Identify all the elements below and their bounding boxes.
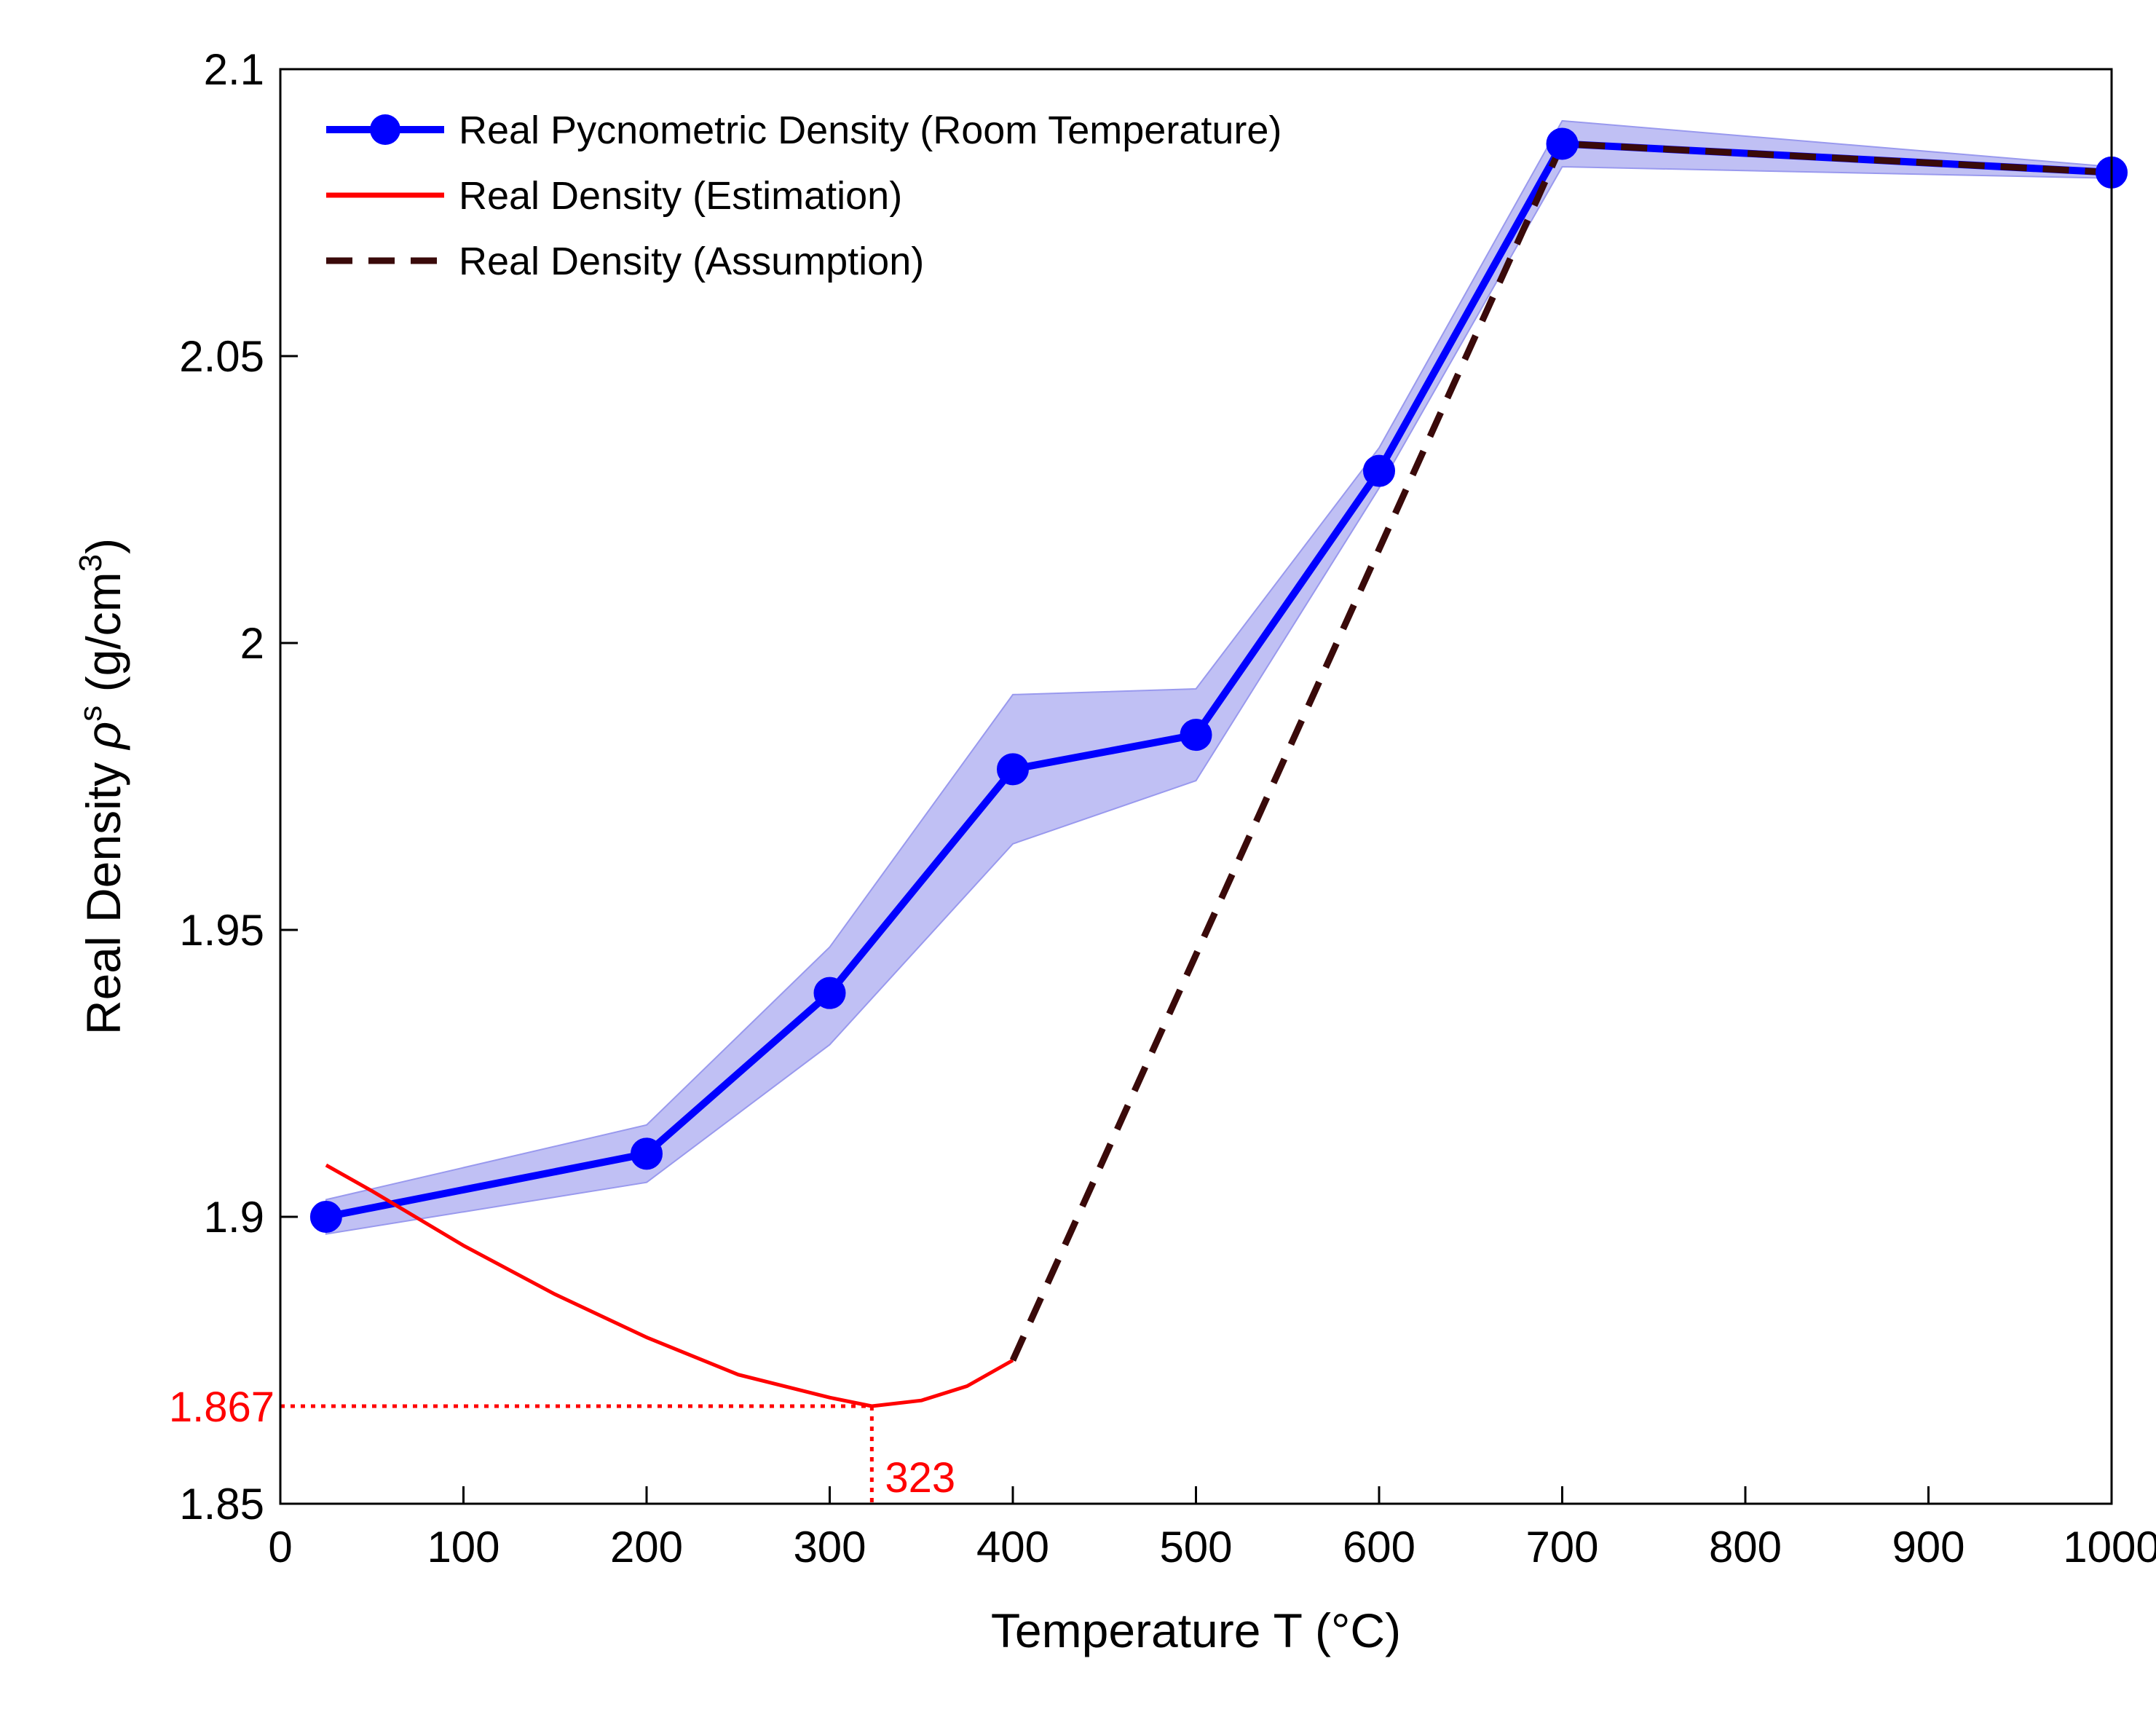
x-tick-label: 100 bbox=[427, 1523, 499, 1571]
x-tick-label: 400 bbox=[976, 1523, 1049, 1571]
y-tick-label: 1.95 bbox=[179, 906, 264, 955]
annotation-labels: 1.867 323 bbox=[169, 1384, 955, 1502]
y-axis-title-symbol: ρ bbox=[76, 722, 130, 751]
legend-label-2: Real Density (Assumption) bbox=[459, 240, 924, 283]
legend-label-1: Real Density (Estimation) bbox=[459, 174, 902, 218]
y-tick-label: 1.9 bbox=[204, 1193, 264, 1242]
y-tick-label: 2 bbox=[240, 619, 264, 668]
y-tick-label: 2.05 bbox=[179, 332, 264, 381]
y-axis-title-unit: (g/cm bbox=[76, 572, 130, 705]
x-tick-label: 300 bbox=[793, 1523, 866, 1571]
legend: Real Pycnometric Density (Room Temperatu… bbox=[326, 109, 1282, 283]
legend-marker-0 bbox=[370, 114, 400, 145]
annotation-label-y: 1.867 bbox=[169, 1384, 275, 1431]
series-0-point bbox=[309, 1201, 342, 1233]
series-0-point bbox=[1363, 454, 1395, 487]
y-tick-label: 1.85 bbox=[179, 1480, 264, 1528]
x-tick-label: 700 bbox=[1525, 1523, 1598, 1571]
series-0-point bbox=[1180, 719, 1212, 752]
y-axis-title-unit-superscript: 3 bbox=[73, 554, 108, 572]
x-tick-label: 1000 bbox=[2063, 1523, 2156, 1571]
x-axis-title: Temperature T (°C) bbox=[991, 1603, 1401, 1657]
legend-label-0: Real Pycnometric Density (Room Temperatu… bbox=[459, 109, 1282, 152]
y-axis-title: Real Density ρs (g/cm3) bbox=[73, 538, 130, 1035]
y-axis-title-unit-suffix: ) bbox=[76, 538, 130, 554]
series-0-point bbox=[1546, 127, 1579, 160]
x-axis-ticks: 0 100 200 300 400 500 600 700 800 900 1000 bbox=[268, 1486, 2156, 1571]
annotation-label-x: 323 bbox=[885, 1454, 955, 1502]
y-axis-title-superscript: s bbox=[73, 706, 108, 722]
y-tick-label: 2.1 bbox=[204, 45, 264, 94]
x-tick-label: 200 bbox=[610, 1523, 683, 1571]
annotation-guides bbox=[280, 1404, 874, 1504]
series-0-point bbox=[631, 1137, 663, 1170]
x-tick-label: 800 bbox=[1709, 1523, 1782, 1571]
y-axis-ticks: 1.85 1.9 1.95 2 2.05 2.1 bbox=[179, 45, 298, 1528]
series-1-line bbox=[325, 1163, 1014, 1408]
series-0-line bbox=[325, 140, 2112, 1220]
y-axis-title-prefix: Real Density bbox=[76, 749, 130, 1036]
x-tick-label: 600 bbox=[1343, 1523, 1415, 1571]
x-tick-label: 0 bbox=[268, 1523, 292, 1571]
series-0-point bbox=[813, 977, 846, 1009]
x-tick-label: 900 bbox=[1892, 1523, 1965, 1571]
x-tick-label: 500 bbox=[1159, 1523, 1232, 1571]
series-0-point bbox=[997, 753, 1029, 786]
